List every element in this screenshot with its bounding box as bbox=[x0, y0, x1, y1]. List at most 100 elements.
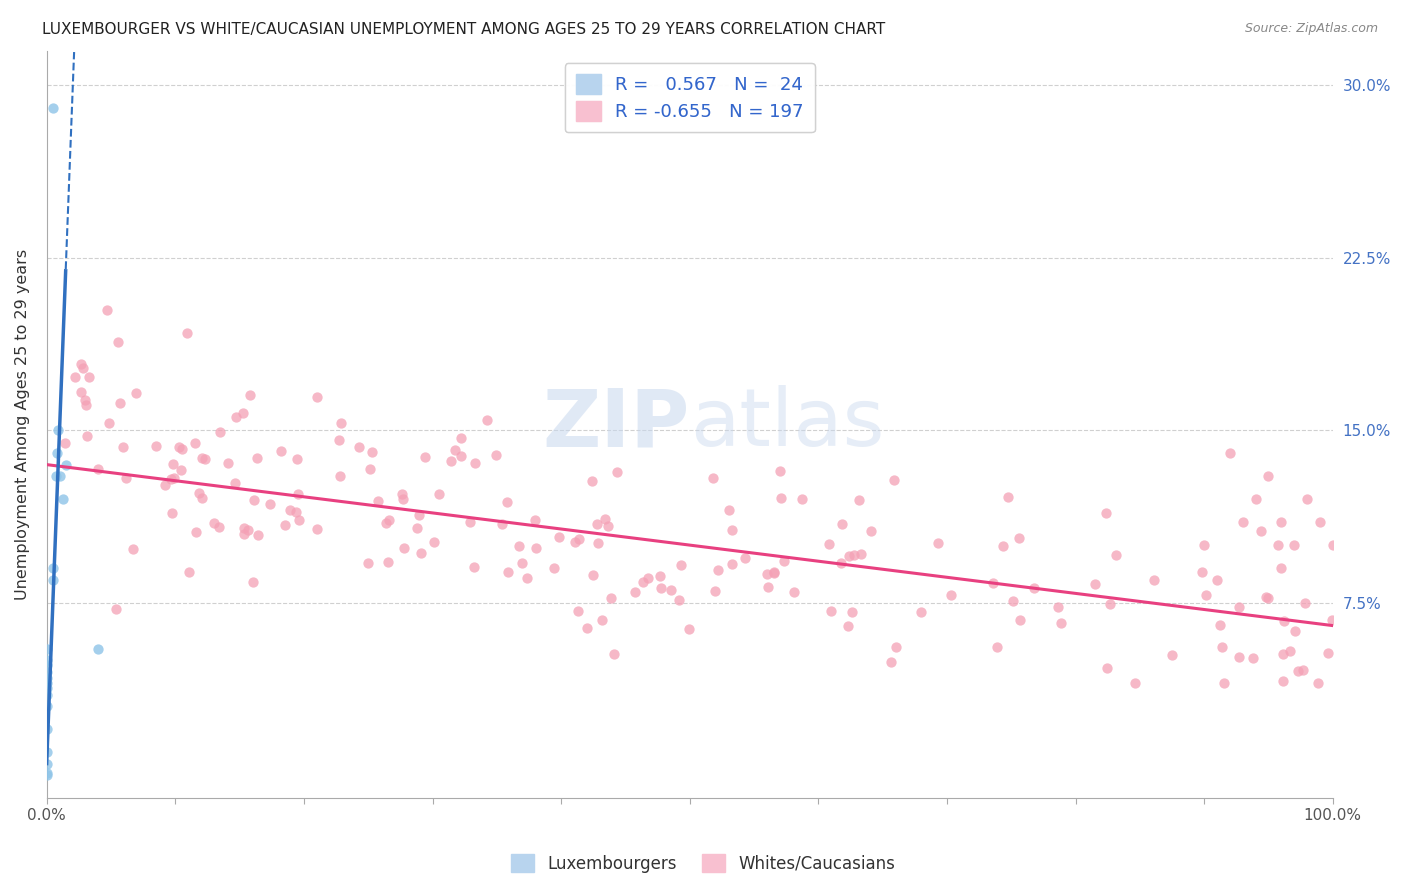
Point bbox=[1206, 573, 1229, 587]
Point bbox=[763, 566, 786, 581]
Point bbox=[1008, 532, 1031, 546]
Point bbox=[76, 429, 98, 443]
Point bbox=[756, 566, 779, 581]
Point bbox=[107, 335, 129, 350]
Point bbox=[42, 101, 65, 115]
Point bbox=[567, 604, 589, 618]
Point bbox=[756, 580, 779, 594]
Point bbox=[599, 591, 621, 606]
Point bbox=[125, 385, 148, 400]
Point bbox=[409, 546, 432, 560]
Point bbox=[568, 533, 591, 547]
Point bbox=[1212, 676, 1234, 690]
Point bbox=[1022, 581, 1045, 595]
Point bbox=[1306, 676, 1329, 690]
Point bbox=[648, 569, 671, 583]
Point bbox=[35, 672, 58, 686]
Point bbox=[631, 574, 654, 589]
Point bbox=[792, 491, 814, 506]
Point bbox=[704, 584, 727, 599]
Point bbox=[52, 492, 75, 507]
Point bbox=[986, 640, 1008, 654]
Point bbox=[427, 486, 450, 500]
Text: atlas: atlas bbox=[690, 385, 884, 463]
Point bbox=[35, 722, 58, 736]
Point bbox=[329, 469, 352, 483]
Point bbox=[145, 439, 167, 453]
Point bbox=[669, 558, 692, 573]
Point bbox=[1267, 538, 1289, 552]
Point bbox=[879, 656, 901, 670]
Point bbox=[392, 491, 415, 506]
Point bbox=[1227, 600, 1250, 615]
Point bbox=[637, 571, 659, 585]
Point bbox=[564, 534, 586, 549]
Point bbox=[167, 440, 190, 454]
Point bbox=[188, 486, 211, 500]
Point bbox=[769, 464, 792, 478]
Point bbox=[55, 458, 77, 472]
Point bbox=[1227, 650, 1250, 665]
Point bbox=[524, 541, 547, 555]
Point bbox=[1272, 647, 1295, 661]
Point bbox=[650, 581, 672, 595]
Point bbox=[496, 565, 519, 579]
Point bbox=[702, 471, 724, 485]
Point bbox=[208, 425, 231, 440]
Point bbox=[45, 469, 67, 483]
Point bbox=[357, 556, 380, 570]
Point bbox=[763, 565, 786, 579]
Point bbox=[624, 585, 647, 599]
Point bbox=[1282, 538, 1305, 552]
Point bbox=[307, 522, 329, 536]
Point bbox=[463, 560, 485, 574]
Point bbox=[440, 454, 463, 468]
Point bbox=[463, 456, 485, 470]
Point bbox=[191, 491, 214, 505]
Point bbox=[1143, 573, 1166, 587]
Point bbox=[217, 456, 239, 470]
Point bbox=[243, 492, 266, 507]
Point bbox=[115, 471, 138, 485]
Point bbox=[818, 537, 841, 551]
Point bbox=[70, 357, 93, 371]
Point bbox=[184, 524, 207, 539]
Point bbox=[239, 388, 262, 402]
Point bbox=[77, 370, 100, 384]
Point bbox=[1219, 446, 1241, 460]
Point bbox=[838, 549, 860, 563]
Point bbox=[53, 435, 76, 450]
Point bbox=[73, 393, 96, 408]
Point bbox=[65, 370, 87, 384]
Point bbox=[35, 665, 58, 679]
Point bbox=[820, 604, 842, 618]
Point bbox=[224, 476, 246, 491]
Point bbox=[111, 440, 134, 454]
Point bbox=[97, 416, 120, 430]
Point bbox=[1001, 594, 1024, 608]
Point bbox=[1123, 676, 1146, 690]
Point bbox=[42, 561, 65, 575]
Point bbox=[830, 556, 852, 570]
Point bbox=[668, 593, 690, 607]
Point bbox=[547, 530, 569, 544]
Point bbox=[1099, 597, 1122, 611]
Point bbox=[1279, 644, 1302, 658]
Point bbox=[1211, 640, 1233, 654]
Point bbox=[997, 490, 1019, 504]
Point bbox=[359, 462, 381, 476]
Point bbox=[287, 513, 309, 527]
Y-axis label: Unemployment Among Ages 25 to 29 years: Unemployment Among Ages 25 to 29 years bbox=[15, 249, 30, 600]
Point bbox=[1250, 524, 1272, 538]
Point bbox=[491, 517, 513, 532]
Point bbox=[1257, 591, 1279, 605]
Point bbox=[444, 442, 467, 457]
Point bbox=[191, 450, 214, 465]
Point bbox=[259, 498, 281, 512]
Point bbox=[70, 385, 93, 400]
Point bbox=[72, 360, 94, 375]
Point bbox=[246, 450, 269, 465]
Point bbox=[96, 303, 118, 318]
Point bbox=[837, 618, 859, 632]
Legend: Luxembourgers, Whites/Caucasians: Luxembourgers, Whites/Caucasians bbox=[503, 847, 903, 880]
